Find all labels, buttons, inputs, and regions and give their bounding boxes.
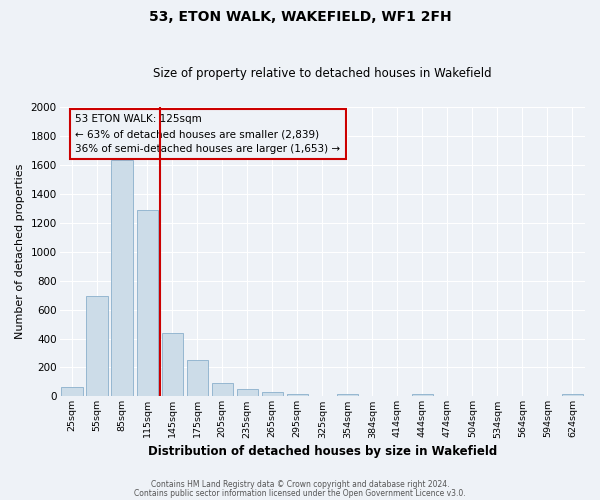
Bar [212, 384, 233, 396]
Y-axis label: Number of detached properties: Number of detached properties [15, 164, 25, 340]
Bar [287, 394, 308, 396]
Bar [61, 387, 83, 396]
Bar [412, 394, 433, 396]
Title: Size of property relative to detached houses in Wakefield: Size of property relative to detached ho… [153, 66, 491, 80]
Text: 53, ETON WALK, WAKEFIELD, WF1 2FH: 53, ETON WALK, WAKEFIELD, WF1 2FH [149, 10, 451, 24]
Bar [86, 296, 108, 396]
Bar [161, 332, 183, 396]
Bar [262, 392, 283, 396]
Bar [236, 389, 258, 396]
X-axis label: Distribution of detached houses by size in Wakefield: Distribution of detached houses by size … [148, 444, 497, 458]
Bar [112, 160, 133, 396]
Bar [137, 210, 158, 396]
Text: Contains public sector information licensed under the Open Government Licence v3: Contains public sector information licen… [134, 488, 466, 498]
Text: Contains HM Land Registry data © Crown copyright and database right 2024.: Contains HM Land Registry data © Crown c… [151, 480, 449, 489]
Bar [337, 394, 358, 396]
Bar [562, 394, 583, 396]
Text: 53 ETON WALK: 125sqm
← 63% of detached houses are smaller (2,839)
36% of semi-de: 53 ETON WALK: 125sqm ← 63% of detached h… [76, 114, 340, 154]
Bar [187, 360, 208, 397]
